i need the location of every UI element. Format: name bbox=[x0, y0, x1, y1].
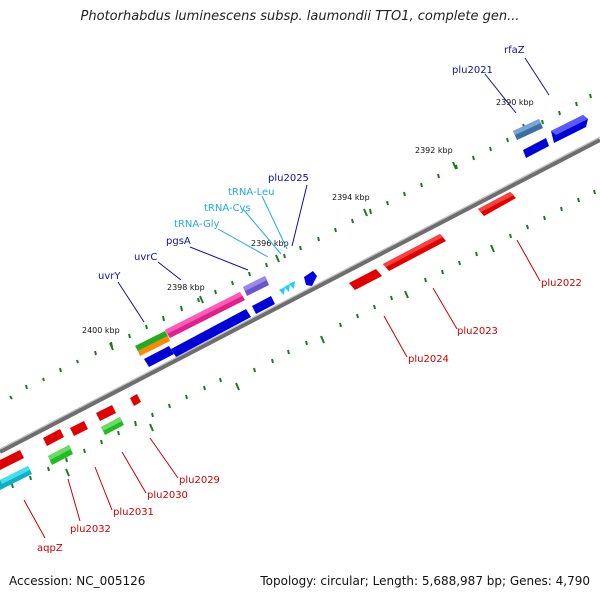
scale-label-2392: 2392 kbp bbox=[415, 146, 453, 155]
upper-tick-track bbox=[9, 93, 592, 400]
gene-plu2032[interactable] bbox=[70, 421, 88, 436]
label-plu2029[interactable]: plu2029 bbox=[179, 475, 220, 486]
label-uvrY[interactable]: uvrY bbox=[98, 271, 121, 282]
label-plu2025[interactable]: plu2025 bbox=[268, 173, 309, 184]
scale-label-2398: 2398 kbp bbox=[167, 283, 205, 292]
label-plu2023[interactable]: plu2023 bbox=[457, 326, 498, 337]
label-plu2031[interactable]: plu2031 bbox=[113, 507, 154, 518]
genome-summary-text: Topology: circular; Length: 5,688,987 bp… bbox=[260, 574, 590, 588]
label-plu2022[interactable]: plu2022 bbox=[541, 278, 582, 289]
gene-plu2025[interactable] bbox=[304, 271, 317, 286]
gene-aqpZ[interactable] bbox=[0, 466, 32, 490]
label-pgsA[interactable]: pgsA bbox=[166, 236, 191, 247]
gene-plu2030[interactable] bbox=[101, 417, 124, 435]
lower-tick-track bbox=[11, 189, 596, 489]
genome-backbone-highlight bbox=[0, 136, 600, 450]
label-trna-cys[interactable]: tRNA-Cys bbox=[204, 203, 251, 214]
gene-plu2023[interactable] bbox=[383, 234, 446, 271]
gene-plu2024[interactable] bbox=[349, 269, 382, 290]
gene-plu2031[interactable] bbox=[96, 405, 116, 421]
gene-pgsA[interactable] bbox=[243, 276, 269, 296]
label-plu2024[interactable]: plu2024 bbox=[408, 354, 449, 365]
gene-uvrC[interactable] bbox=[165, 292, 245, 338]
label-trna-leu[interactable]: tRNA-Leu bbox=[228, 187, 274, 198]
gene-trna-cluster[interactable] bbox=[279, 281, 295, 295]
label-rfaZ[interactable]: rfaZ bbox=[504, 45, 525, 56]
genome-backbone bbox=[0, 138, 600, 454]
scale-label-2394: 2394 kbp bbox=[332, 193, 370, 202]
label-aqpZ[interactable]: aqpZ bbox=[37, 543, 63, 554]
scale-label-2396: 2396 kbp bbox=[251, 239, 289, 248]
scale-label-2400: 2400 kbp bbox=[82, 326, 120, 335]
gene-plu2021-b[interactable] bbox=[523, 138, 549, 158]
label-trna-gly[interactable]: tRNA-Gly bbox=[174, 219, 219, 230]
label-plu2030[interactable]: plu2030 bbox=[147, 490, 188, 501]
gene-rfaZ[interactable] bbox=[551, 115, 588, 143]
gene-plu2021[interactable] bbox=[513, 119, 543, 140]
gene-red-edge[interactable] bbox=[0, 450, 24, 470]
gene-uvrY[interactable] bbox=[135, 331, 170, 356]
label-plu2032[interactable]: plu2032 bbox=[70, 524, 111, 535]
gene-plu2029[interactable] bbox=[130, 394, 141, 406]
label-plu2021[interactable]: plu2021 bbox=[452, 65, 493, 76]
gene-forward-left[interactable] bbox=[144, 346, 174, 367]
label-leaders bbox=[23, 57, 550, 539]
gene-uvrC-small[interactable] bbox=[252, 296, 275, 314]
scale-label-2390: 2390 kbp bbox=[496, 98, 534, 107]
gene-red-left[interactable] bbox=[43, 429, 64, 446]
gene-plu2032-green[interactable] bbox=[48, 445, 73, 465]
gene-forward-long[interactable] bbox=[171, 309, 251, 357]
label-uvrC[interactable]: uvrC bbox=[134, 252, 157, 263]
accession-text: Accession: NC_005126 bbox=[9, 574, 146, 588]
gene-plu2022[interactable] bbox=[478, 192, 516, 216]
map-title: Photorhabdus luminescens subsp. laumondi… bbox=[80, 9, 520, 24]
